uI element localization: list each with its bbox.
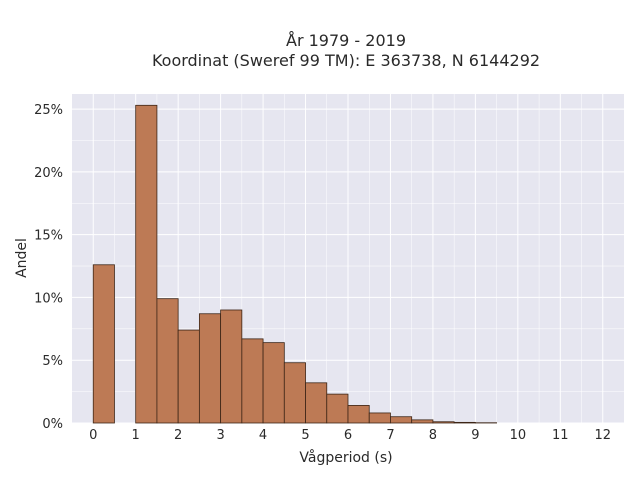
histogram-bar — [220, 309, 243, 424]
histogram-bar — [92, 264, 115, 424]
x-tick-label: 1 — [132, 428, 140, 443]
y-tick-label: 0% — [42, 417, 63, 432]
y-tick-label: 25% — [34, 103, 63, 118]
x-tick-label: 6 — [344, 428, 352, 443]
x-tick-label: 4 — [259, 428, 267, 443]
x-tick-label: 12 — [594, 428, 611, 443]
histogram-bar — [411, 419, 434, 424]
x-tick-label: 5 — [301, 428, 309, 443]
histogram-bar — [368, 412, 391, 424]
x-tick-label: 11 — [552, 428, 569, 443]
y-tick-label: 10% — [34, 291, 63, 306]
histogram-bar — [283, 362, 306, 424]
x-tick-label: 2 — [174, 428, 182, 443]
histogram-bar — [262, 342, 285, 424]
x-tick-label: 7 — [386, 428, 394, 443]
y-tick-label: 20% — [34, 166, 63, 181]
histogram-bar — [326, 393, 349, 424]
x-ticks: 0 1 2 3 4 5 6 7 8 9 10 11 12 — [89, 428, 611, 443]
histogram-bar — [390, 416, 413, 424]
chart-title: År 1979 - 2019 — [286, 31, 406, 50]
chart-subtitle: Koordinat (Sweref 99 TM): E 363738, N 61… — [152, 51, 540, 70]
x-tick-label: 3 — [216, 428, 224, 443]
histogram-bar — [305, 382, 328, 424]
y-tick-label: 15% — [34, 229, 63, 244]
x-axis-label: Vågperiod (s) — [299, 449, 392, 466]
x-tick-label: 9 — [471, 428, 479, 443]
histogram-bar — [453, 421, 476, 424]
x-tick-label: 8 — [429, 428, 437, 443]
histogram-bar — [156, 298, 179, 424]
x-tick-label: 0 — [89, 428, 97, 443]
histogram-bar — [347, 405, 370, 424]
x-tick-label: 10 — [510, 428, 527, 443]
y-tick-label: 5% — [42, 354, 63, 369]
histogram-bar — [177, 329, 200, 424]
histogram-bar — [135, 104, 158, 424]
histogram-bar — [432, 421, 455, 424]
y-ticks: 0% 5% 10% 15% 20% 25% — [34, 103, 63, 432]
histogram-bar — [198, 313, 222, 424]
bars-group — [92, 104, 498, 424]
histogram-bar — [241, 338, 264, 424]
y-axis-label: Andel — [14, 238, 30, 278]
